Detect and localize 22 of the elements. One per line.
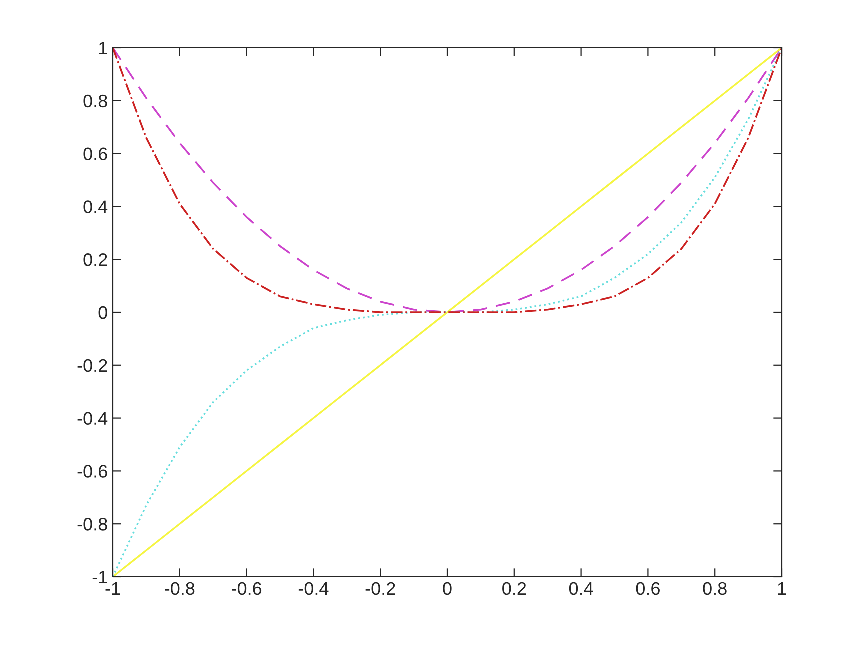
y-tick-label: 0.8	[84, 94, 108, 108]
x-tick-label: 0.4	[569, 582, 594, 596]
y-tick-label: -0.2	[78, 359, 108, 372]
x-tick-label: 0.8	[703, 582, 727, 596]
y-tick-label: -0.6	[78, 465, 108, 478]
y-tick-label: -0.8	[78, 518, 108, 531]
y-tick-label: 0.6	[84, 148, 108, 161]
y-tick-label: -1	[92, 571, 108, 584]
x-tick-label: -0.8	[165, 582, 195, 596]
y-tick-label: 0.4	[84, 200, 108, 214]
x-tick-label: -0.2	[366, 582, 396, 596]
y-tick-label: 0	[98, 306, 108, 320]
x-tick-label: 1	[778, 582, 786, 595]
line-series	[113, 48, 782, 577]
x-tick-label: 0.6	[636, 582, 660, 596]
x-tick-label: 0.2	[502, 582, 526, 596]
y-tick-label: 1	[99, 42, 108, 55]
x-tick-label: -0.6	[232, 582, 262, 596]
y-tick-label: 0.2	[84, 254, 108, 266]
x-tick-label: 0	[443, 582, 452, 596]
x-tick-label: -0.4	[298, 582, 329, 596]
y-tick-label: -0.4	[78, 412, 108, 426]
